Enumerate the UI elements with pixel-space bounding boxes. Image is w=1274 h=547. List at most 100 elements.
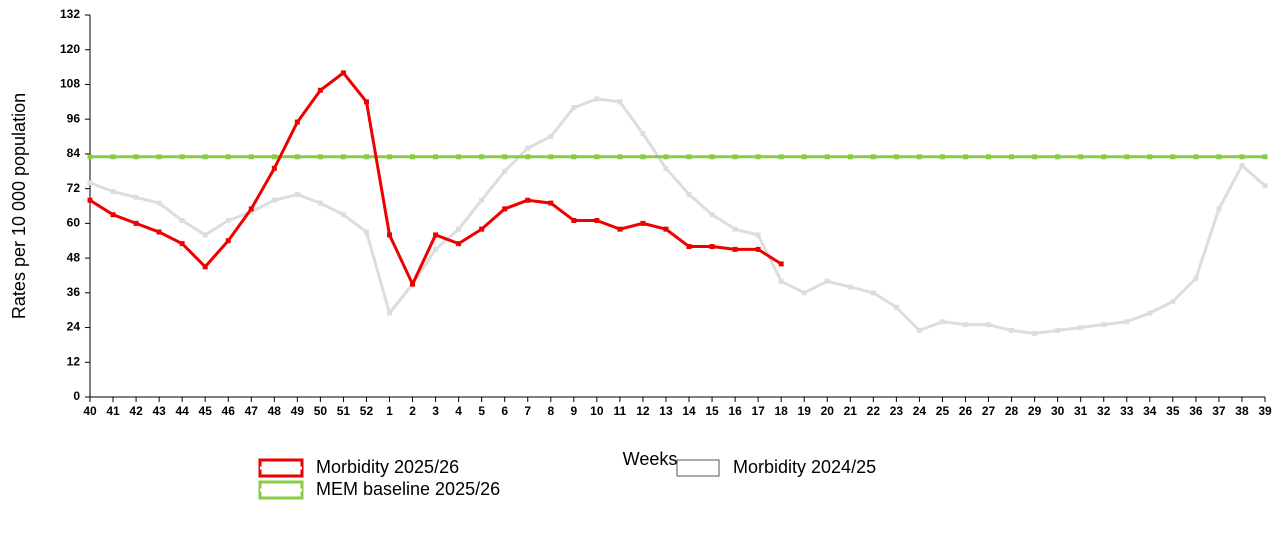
point <box>479 154 485 160</box>
point <box>801 154 807 160</box>
point <box>1239 162 1245 168</box>
point <box>801 290 807 296</box>
x-tick-label: 46 <box>222 404 236 418</box>
point <box>916 327 922 333</box>
point <box>179 217 185 223</box>
x-tick-label: 26 <box>959 404 973 418</box>
point <box>847 154 853 160</box>
point <box>110 212 116 218</box>
point <box>893 154 899 160</box>
point <box>294 119 300 125</box>
point <box>87 180 93 186</box>
point <box>433 232 439 238</box>
point <box>571 217 577 223</box>
point <box>1009 327 1015 333</box>
point <box>1262 183 1268 189</box>
x-tick-label: 45 <box>199 404 213 418</box>
x-tick-label: 20 <box>821 404 835 418</box>
point <box>640 131 646 137</box>
point <box>1078 154 1084 160</box>
x-tick-label: 47 <box>245 404 259 418</box>
point <box>709 212 715 218</box>
point <box>156 200 162 206</box>
point <box>317 87 323 93</box>
point <box>1170 154 1176 160</box>
point <box>778 154 784 160</box>
point <box>778 278 784 284</box>
y-axis-label: Rates per 10 000 population <box>9 93 29 319</box>
x-tick-label: 36 <box>1189 404 1203 418</box>
point <box>962 154 968 160</box>
point <box>433 246 439 252</box>
x-tick-label: 43 <box>152 404 166 418</box>
point <box>1124 319 1130 325</box>
point <box>202 154 208 160</box>
legend-label: MEM baseline 2025/26 <box>316 479 500 499</box>
x-tick-label: 28 <box>1005 404 1019 418</box>
point <box>1101 154 1107 160</box>
y-tick-label: 96 <box>67 111 81 125</box>
point <box>1078 325 1084 331</box>
x-tick-label: 29 <box>1028 404 1042 418</box>
point <box>410 281 416 287</box>
point <box>1032 330 1038 336</box>
point <box>340 70 346 76</box>
y-tick-label: 132 <box>60 7 80 21</box>
point <box>225 217 231 223</box>
point <box>1055 154 1061 160</box>
point <box>502 168 508 174</box>
y-tick-label: 0 <box>73 389 80 403</box>
point <box>548 154 554 160</box>
point <box>824 278 830 284</box>
x-tick-label: 10 <box>590 404 604 418</box>
x-tick-label: 8 <box>547 404 554 418</box>
legend-swatch <box>676 459 720 477</box>
point <box>686 154 692 160</box>
point <box>548 200 554 206</box>
point <box>1193 154 1199 160</box>
x-tick-label: 23 <box>890 404 904 418</box>
point <box>317 200 323 206</box>
point <box>317 154 323 160</box>
point <box>594 154 600 160</box>
line <box>89 97 1266 335</box>
x-tick-label: 33 <box>1120 404 1134 418</box>
point <box>870 290 876 296</box>
point <box>1170 299 1176 304</box>
point <box>387 154 393 160</box>
point <box>156 229 162 235</box>
point <box>248 206 254 212</box>
point <box>640 220 646 226</box>
x-tick-label: 42 <box>129 404 143 418</box>
point <box>1262 154 1268 160</box>
point <box>663 154 669 160</box>
point <box>824 154 830 160</box>
point <box>709 154 715 160</box>
x-tick-label: 30 <box>1051 404 1065 418</box>
point <box>456 241 462 247</box>
point <box>1216 154 1222 160</box>
point <box>271 165 277 171</box>
point <box>202 264 208 270</box>
point <box>110 189 116 195</box>
legend-label: Morbidity 2025/26 <box>316 457 459 477</box>
x-tick-label: 4 <box>455 404 462 418</box>
point <box>847 284 853 290</box>
point <box>456 226 462 232</box>
point <box>433 154 439 160</box>
point <box>939 319 945 325</box>
y-tick-label: 48 <box>67 250 81 264</box>
point <box>225 238 231 244</box>
x-tick-label: 27 <box>982 404 996 418</box>
point <box>1147 154 1153 160</box>
point <box>340 212 346 218</box>
y-tick-label: 84 <box>67 146 81 160</box>
x-tick-label: 39 <box>1258 404 1272 418</box>
point <box>502 154 508 160</box>
x-tick-label: 41 <box>106 404 120 418</box>
point <box>479 226 485 232</box>
point <box>525 154 531 160</box>
point <box>387 232 393 238</box>
point <box>663 226 669 232</box>
y-tick-label: 24 <box>67 320 81 334</box>
